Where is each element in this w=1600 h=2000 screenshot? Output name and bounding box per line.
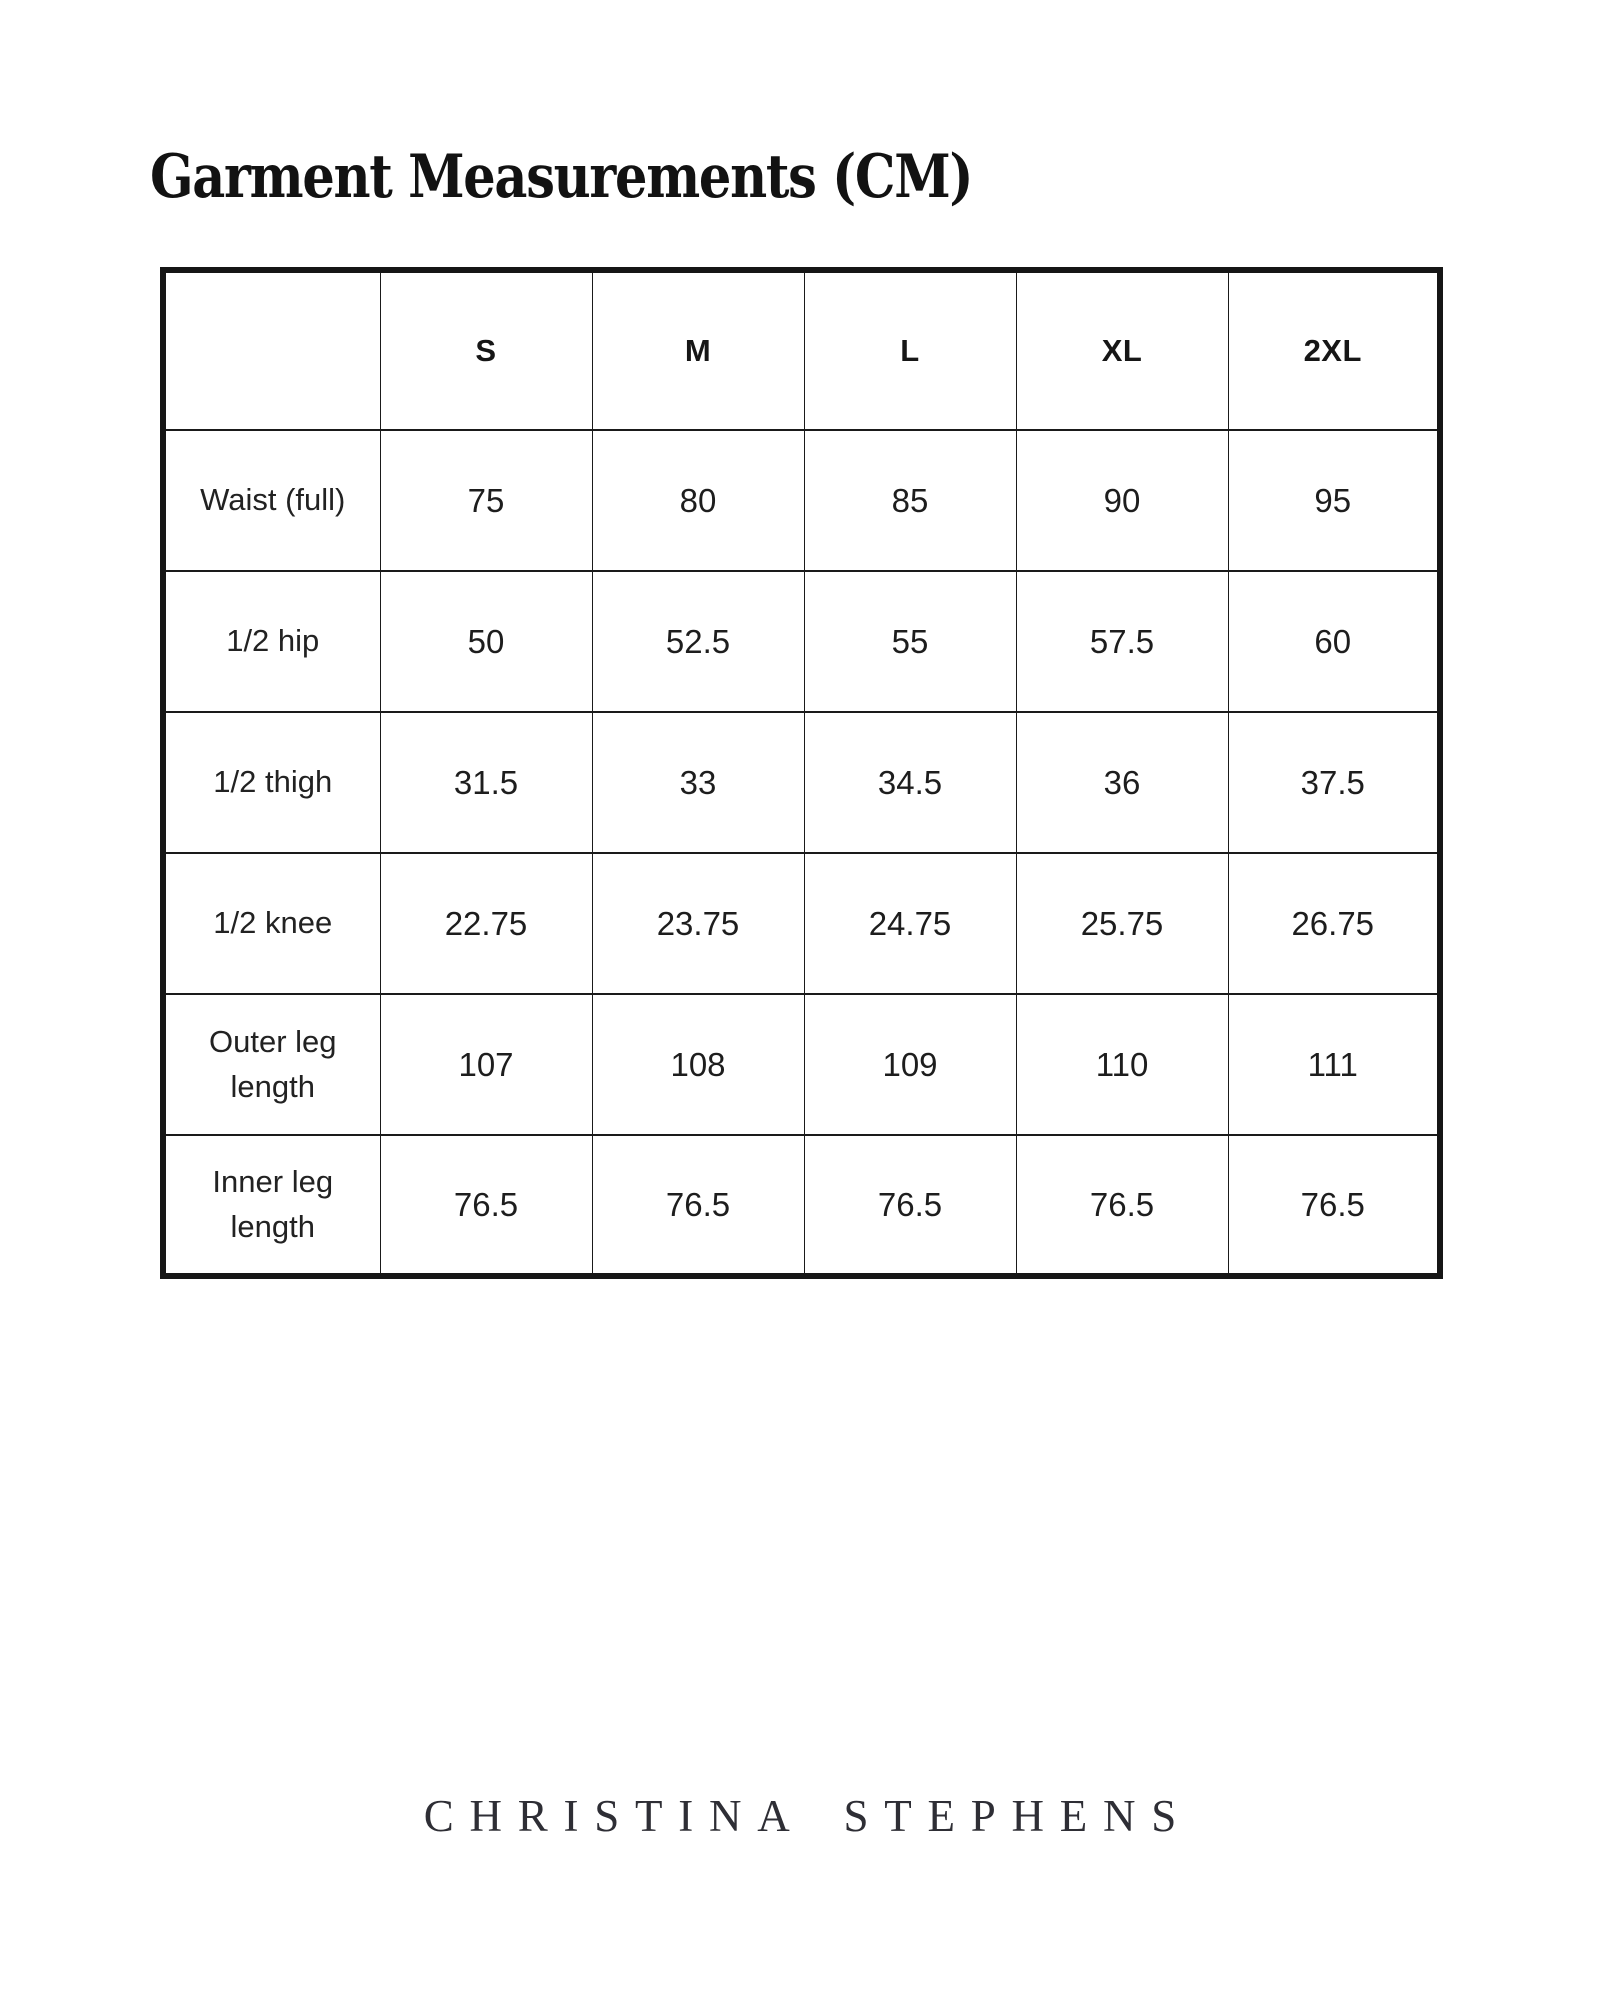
row-label-half-hip: 1/2 hip xyxy=(162,570,381,713)
cell-knee-2xl: 26.75 xyxy=(1227,852,1441,995)
cell-thigh-l: 34.5 xyxy=(803,711,1017,854)
cell-outer-xl: 110 xyxy=(1015,993,1229,1136)
cell-hip-l: 55 xyxy=(803,570,1017,713)
cell-inner-xl: 76.5 xyxy=(1015,1134,1229,1277)
table-body: Waist (full) 75 80 85 90 95 1/2 hip 50 5… xyxy=(162,429,1441,1277)
table-header: S M L XL 2XL xyxy=(162,269,1441,431)
row-label-waist: Waist (full) xyxy=(162,429,381,572)
cell-inner-l: 76.5 xyxy=(803,1134,1017,1277)
table-row-waist: Waist (full) 75 80 85 90 95 xyxy=(162,429,1441,572)
cell-hip-s: 50 xyxy=(379,570,593,713)
cell-waist-2xl: 95 xyxy=(1227,429,1441,572)
table-row-half-hip: 1/2 hip 50 52.5 55 57.5 60 xyxy=(162,570,1441,713)
row-label-half-knee: 1/2 knee xyxy=(162,852,381,995)
cell-inner-s: 76.5 xyxy=(379,1134,593,1277)
cell-thigh-xl: 36 xyxy=(1015,711,1229,854)
header-cell-size-2xl: 2XL xyxy=(1227,269,1441,431)
table-row-inner-leg: Inner leg length 76.5 76.5 76.5 76.5 76.… xyxy=(162,1134,1441,1277)
cell-waist-xl: 90 xyxy=(1015,429,1229,572)
cell-hip-m: 52.5 xyxy=(591,570,805,713)
table-row-half-knee: 1/2 knee 22.75 23.75 24.75 25.75 26.75 xyxy=(162,852,1441,995)
cell-knee-m: 23.75 xyxy=(591,852,805,995)
cell-thigh-s: 31.5 xyxy=(379,711,593,854)
cell-outer-2xl: 111 xyxy=(1227,993,1441,1136)
header-cell-size-xl: XL xyxy=(1015,269,1229,431)
row-label-half-thigh: 1/2 thigh xyxy=(162,711,381,854)
cell-inner-m: 76.5 xyxy=(591,1134,805,1277)
table-row-outer-leg: Outer leg length 107 108 109 110 111 xyxy=(162,993,1441,1136)
cell-inner-2xl: 76.5 xyxy=(1227,1134,1441,1277)
row-label-outer-leg: Outer leg length xyxy=(162,993,381,1136)
page-title: Garment Measurements (CM) xyxy=(150,142,974,212)
cell-outer-s: 107 xyxy=(379,993,593,1136)
header-cell-size-m: M xyxy=(591,269,805,431)
row-label-inner-leg: Inner leg length xyxy=(162,1134,381,1277)
brand-logo: CHRISTINA STEPHENS xyxy=(423,1791,1193,1841)
header-row: S M L XL 2XL xyxy=(162,269,1441,431)
header-cell-size-l: L xyxy=(803,269,1017,431)
cell-thigh-m: 33 xyxy=(591,711,805,854)
cell-thigh-2xl: 37.5 xyxy=(1227,711,1441,854)
garment-measurements-table: S M L XL 2XL Waist (full) 75 80 85 90 95… xyxy=(160,267,1443,1279)
header-cell-size-s: S xyxy=(379,269,593,431)
cell-waist-m: 80 xyxy=(591,429,805,572)
cell-hip-xl: 57.5 xyxy=(1015,570,1229,713)
cell-outer-l: 109 xyxy=(803,993,1017,1136)
header-cell-empty xyxy=(162,269,381,431)
cell-waist-s: 75 xyxy=(379,429,593,572)
cell-outer-m: 108 xyxy=(591,993,805,1136)
table-row-half-thigh: 1/2 thigh 31.5 33 34.5 36 37.5 xyxy=(162,711,1441,854)
cell-knee-s: 22.75 xyxy=(379,852,593,995)
cell-knee-l: 24.75 xyxy=(803,852,1017,995)
cell-hip-2xl: 60 xyxy=(1227,570,1441,713)
cell-waist-l: 85 xyxy=(803,429,1017,572)
cell-knee-xl: 25.75 xyxy=(1015,852,1229,995)
